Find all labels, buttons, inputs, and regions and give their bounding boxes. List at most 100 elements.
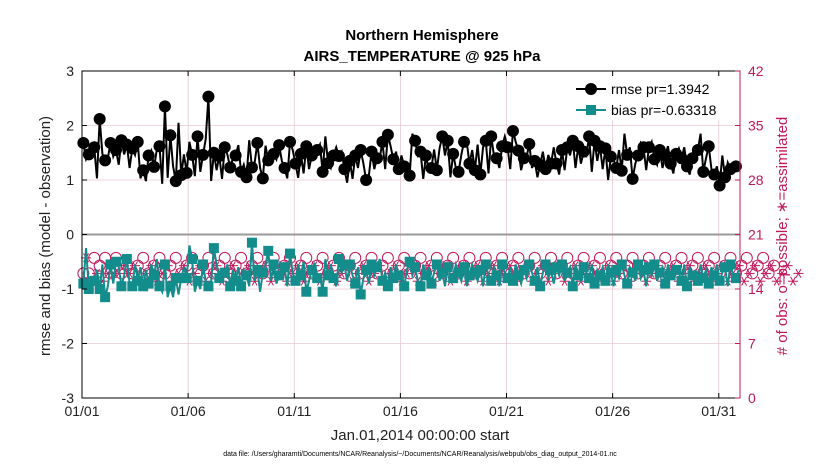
obs-possible-point [381,251,394,264]
bias-point [660,278,671,289]
asterisk-stroke [762,268,769,279]
data-file-footnote: data file: /Users/gharamti/Documents/NCA… [223,451,617,458]
rmse-point [403,169,416,182]
y-right-tick-label: 14 [748,281,764,297]
rmse-point [517,152,530,165]
bias-point [165,281,176,292]
bias-point [149,270,160,281]
obs-possible-point [659,251,672,264]
x-axis: 01/01 01/06 01/11 01/16 01/21 01/26 01/31 [64,71,736,419]
y-axis-label: rmse and bias (model - observation) [37,116,54,356]
bias-point [426,278,437,289]
rmse-point [702,140,715,153]
bias-point [344,259,355,270]
asterisk-stroke [268,276,274,286]
obs-possible-point [626,251,639,264]
rmse-point [88,141,101,154]
bias-point [698,273,709,284]
bias-point [589,278,600,289]
rmse-point [289,157,302,170]
bias-point [100,292,111,303]
x-tick-label: 01/01 [64,403,99,419]
bias-point [241,270,252,281]
x-tick-label: 01/31 [701,403,736,419]
bias-point [497,259,508,270]
bias-point [138,281,149,292]
obs-assimilated-point [755,276,766,286]
asterisk-stroke [425,261,432,271]
bias-point [214,273,225,284]
bias-point [730,273,741,284]
bias-point [268,259,279,270]
bias-point [725,259,736,270]
chart-title: Northern Hemisphere [345,27,498,44]
bias-point [236,281,247,292]
rmse-point [604,150,617,163]
obs-possible-point [300,251,313,264]
obs-possible-point [512,251,525,264]
x-tick-label: 01/21 [489,403,524,419]
bias-point [89,275,100,286]
rmse-point [697,165,710,178]
rmse-point [153,140,166,153]
bias-point [285,248,296,259]
obs-assimilated-point [788,276,799,286]
bias-point [361,264,372,275]
bias-point [486,275,497,286]
bias-point [252,264,263,275]
bias-point [230,275,241,286]
bias-point [643,262,654,273]
rmse-point [506,124,519,137]
obs-assimilated-point [227,261,238,271]
bias-point [301,286,312,297]
obs-assimilated-point [793,268,804,279]
obs-assimilated-point [771,276,782,286]
bias-point [279,262,290,273]
rmse-point [648,153,661,166]
rmse-point [430,164,443,177]
bias-point [605,267,616,278]
rmse-point [642,141,655,154]
obs-possible-point [316,251,329,264]
bias-point [540,259,551,270]
rmse-point [191,130,204,143]
bias-point [372,262,383,273]
rmse-point [621,148,634,161]
rmse-point [278,162,291,175]
rmse-point [360,174,373,186]
bias-point [377,275,388,286]
bias-point [415,281,426,292]
bias-point [551,262,562,273]
rmse-point [550,157,563,170]
rmse-point [523,138,536,151]
bias-point [263,245,274,256]
obs-possible-point [235,251,248,264]
y-tick-label: -3 [62,390,75,406]
bias-point [654,267,665,278]
bias-point [116,281,127,292]
rmse-point [381,128,394,141]
legend-bias-marker [586,105,596,115]
bias-point [692,275,703,286]
bias-point [225,281,236,292]
bias-point [323,270,334,281]
bias-point [649,259,660,270]
rmse-point [409,134,422,147]
rmse-point [354,144,367,157]
bias-point [83,284,94,294]
bias-point [638,264,649,275]
rmse-point [452,165,465,178]
bias-point [714,275,725,286]
bias-point [94,284,105,294]
rmse-point [196,148,209,161]
obs-possible-point [691,251,704,264]
bias-point [121,254,132,265]
rmse-point [202,90,215,103]
bias-point [105,259,116,270]
y-tick-label: 3 [66,63,74,79]
legend-bias-label: bias pr=-0.63318 [611,102,717,118]
chart-subtitle: AIRS_TEMPERATURE @ 925 hPa [304,48,542,65]
bias-point [246,237,257,248]
bias-point [154,281,165,292]
rmse-point [213,150,226,163]
